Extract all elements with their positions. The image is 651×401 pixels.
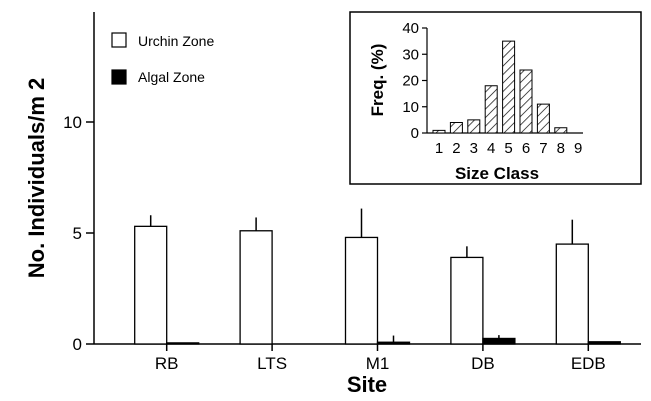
y-tick-label: 0 xyxy=(73,335,82,354)
bar-urchin-zone xyxy=(555,243,589,345)
inset-bar xyxy=(519,69,533,134)
y-tick-label: 5 xyxy=(73,224,82,243)
bar-urchin-zone xyxy=(239,230,273,345)
inset-bar xyxy=(484,85,498,134)
inset-x-tick-label: 1 xyxy=(435,140,443,157)
legend-label-algal: Algal Zone xyxy=(138,69,205,85)
inset-x-tick-label: 9 xyxy=(574,140,582,157)
inset-x-tick-label: 5 xyxy=(504,140,512,157)
y-tick-label: 10 xyxy=(63,113,82,132)
bar-algal-zone xyxy=(587,341,621,345)
legend: Urchin Zone Algal Zone xyxy=(111,32,214,85)
x-tick-label: M1 xyxy=(366,354,390,373)
x-tick-label: RB xyxy=(155,354,179,373)
inset-x-tick-label: 2 xyxy=(452,140,460,157)
bar-algal-zone xyxy=(166,342,200,345)
inset-y-tick-label: 0 xyxy=(411,125,419,142)
bar-algal-zone xyxy=(482,337,516,345)
y-ticks: 0 5 10 xyxy=(63,113,94,354)
inset-x-tick-label: 4 xyxy=(487,140,495,157)
inset-y-tick-label: 20 xyxy=(402,73,419,90)
inset-y-tick-label: 40 xyxy=(402,20,419,37)
x-tick-labels: RB LTS M1 DB EDB xyxy=(155,344,606,373)
bar-algal-zone xyxy=(376,341,411,345)
bar-urchin-zone xyxy=(450,256,484,345)
inset-y-axis-title: Freq. (%) xyxy=(368,44,387,117)
x-tick-label: LTS xyxy=(257,354,287,373)
x-tick-label: EDB xyxy=(571,354,606,373)
inset-x-tick-label: 3 xyxy=(470,140,478,157)
inset-y-tick-label: 10 xyxy=(402,99,419,116)
inset-bar xyxy=(502,40,516,134)
inset-bars xyxy=(432,40,568,134)
legend-swatch-algal xyxy=(111,69,127,85)
inset-bar xyxy=(467,119,481,134)
inset-x-tick-label: 7 xyxy=(539,140,547,157)
inset-bar xyxy=(536,103,550,134)
inset-bar xyxy=(432,129,446,134)
x-tick-label: DB xyxy=(471,354,495,373)
inset-y-tick-label: 30 xyxy=(402,46,419,63)
x-axis-title: Site xyxy=(347,372,387,397)
legend-swatch-urchin xyxy=(111,32,127,48)
legend-label-urchin: Urchin Zone xyxy=(138,33,214,49)
inset-bar xyxy=(449,122,463,134)
inset-y-ticks: 0 10 20 30 40 xyxy=(402,20,427,142)
bar-urchin-zone xyxy=(134,225,168,345)
inset-x-tick-label: 8 xyxy=(557,140,565,157)
y-axis-title: No. Individuals/m 2 xyxy=(24,78,49,278)
inset-x-tick-label: 6 xyxy=(522,140,530,157)
inset-x-axis-title: Size Class xyxy=(455,164,539,183)
inset-bar xyxy=(554,127,568,134)
main-bars xyxy=(134,208,621,345)
bar-urchin-zone xyxy=(344,236,379,345)
